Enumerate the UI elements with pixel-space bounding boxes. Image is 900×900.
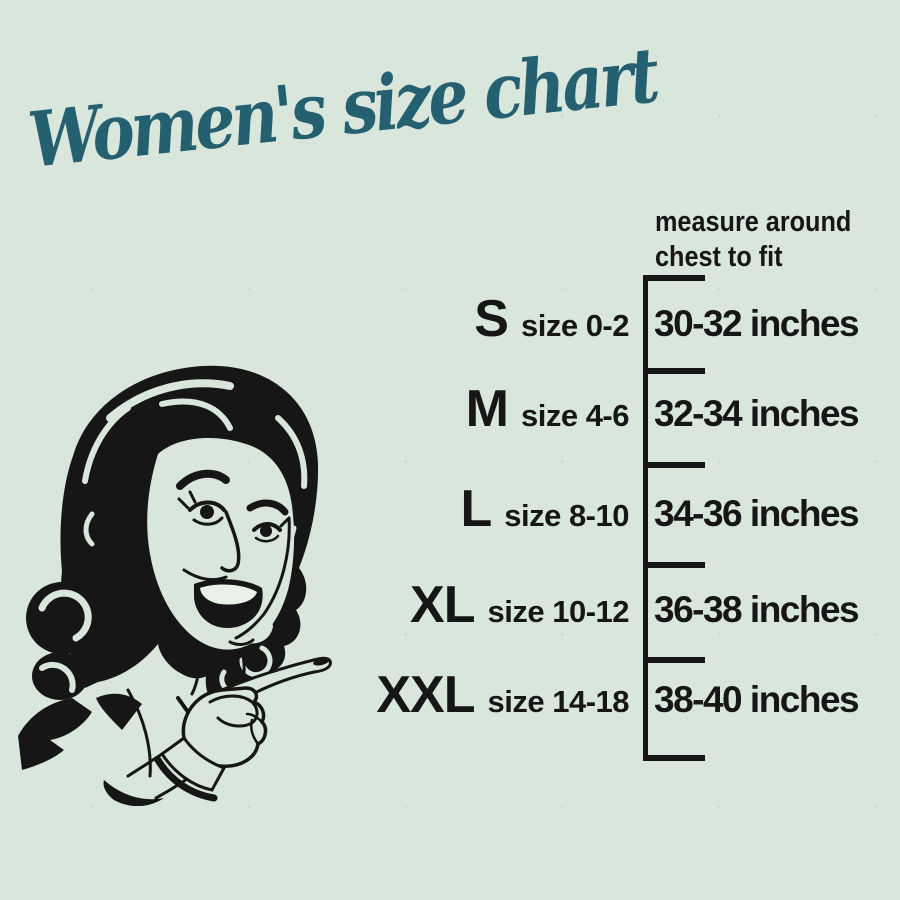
face-features bbox=[176, 469, 291, 646]
ruler-bracket bbox=[643, 275, 707, 761]
size-row-m: M size 4-6 32-34 inches bbox=[0, 383, 900, 435]
measure-note-line2: chest to fit bbox=[655, 241, 783, 273]
retro-woman-pointing-illustration bbox=[18, 365, 332, 806]
size-row-xl: XL size 10-12 36-38 inches bbox=[0, 579, 900, 631]
us-size: size 14-18 bbox=[487, 684, 630, 719]
ruler-tick bbox=[643, 562, 705, 568]
pointing-hand bbox=[154, 656, 332, 802]
size-letter: S bbox=[474, 290, 509, 348]
ruler-tick bbox=[643, 657, 705, 663]
ruler-tick bbox=[643, 368, 705, 374]
us-size: size 0-2 bbox=[520, 308, 630, 343]
fingernail bbox=[313, 658, 329, 666]
us-size: size 10-12 bbox=[487, 594, 630, 629]
size-row-xxl: XXL size 14-18 38-40 inches bbox=[0, 669, 900, 721]
size-row-s: S size 0-2 30-32 inches bbox=[0, 293, 900, 345]
size-letter: XXL bbox=[376, 666, 475, 724]
measure-note-line1: measure around bbox=[655, 206, 852, 238]
us-size: size 8-10 bbox=[504, 498, 629, 533]
chest-measurement: 36-38 inches bbox=[654, 589, 860, 630]
right-eyebrow bbox=[246, 499, 289, 516]
nose bbox=[220, 510, 241, 573]
us-size: size 4-6 bbox=[520, 398, 630, 433]
left-eyebrow bbox=[176, 469, 230, 490]
size-letter: M bbox=[465, 380, 509, 438]
ruler-tick bbox=[643, 462, 705, 468]
ruler-tick bbox=[643, 275, 705, 281]
chest-measurement: 38-40 inches bbox=[654, 679, 860, 720]
chest-measurement: 30-32 inches bbox=[654, 303, 860, 344]
chest-measurement: 34-36 inches bbox=[654, 493, 860, 534]
cuff bbox=[159, 735, 227, 792]
size-row-l: L size 8-10 34-36 inches bbox=[0, 483, 900, 535]
thumb bbox=[208, 694, 259, 728]
ruler-vertical-line bbox=[643, 275, 648, 761]
teeth bbox=[200, 584, 257, 605]
measure-note: measure around chest to fit bbox=[655, 205, 851, 275]
ruler-tick bbox=[643, 755, 705, 761]
left-eye bbox=[200, 505, 214, 519]
size-letter: XL bbox=[410, 576, 475, 634]
right-eye bbox=[260, 525, 272, 537]
hair bbox=[26, 365, 319, 700]
page-title: Women's size chart bbox=[24, 30, 661, 185]
size-letter: L bbox=[460, 480, 492, 538]
chest-measurement: 32-34 inches bbox=[654, 393, 860, 434]
